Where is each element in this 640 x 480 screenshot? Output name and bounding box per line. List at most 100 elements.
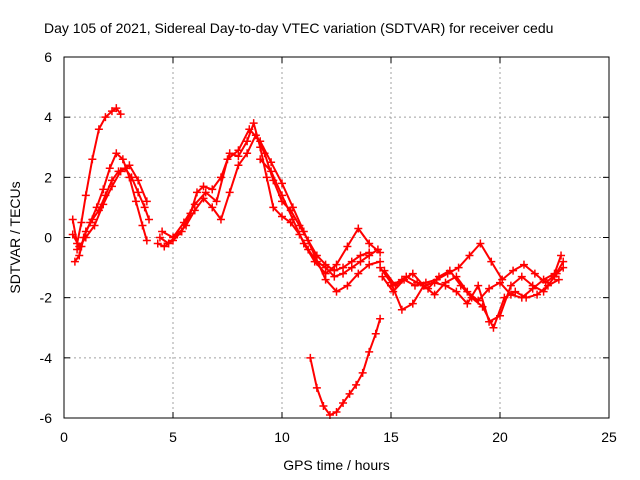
data-point	[509, 266, 518, 275]
series-arc-4	[68, 161, 151, 251]
y-tick-label: -2	[40, 290, 53, 306]
data-point	[138, 221, 147, 230]
data-point	[530, 269, 539, 278]
data-point	[500, 293, 509, 302]
data-point	[517, 272, 526, 281]
data-point	[223, 155, 232, 164]
data-point	[371, 329, 380, 338]
data-point	[559, 263, 568, 272]
data-point	[116, 110, 125, 119]
data-point	[441, 278, 450, 287]
data-point	[463, 287, 472, 296]
data-point	[496, 278, 504, 287]
data-point	[321, 269, 330, 278]
data-point	[155, 233, 164, 242]
data-point	[160, 242, 169, 251]
data-point	[485, 284, 494, 293]
data-point	[208, 203, 217, 212]
axis-ticks: 0 5 10 15 20 25 -6 -4 -2 0 2 4 6	[40, 49, 617, 445]
data-point	[380, 266, 389, 275]
data-point	[158, 227, 167, 236]
data-point	[365, 239, 374, 248]
data-point	[256, 155, 265, 164]
data-point	[312, 383, 321, 392]
data-point	[445, 266, 454, 275]
data-point	[212, 197, 221, 206]
x-tick-label: 0	[60, 429, 68, 445]
data-point	[179, 218, 188, 227]
y-tick-label: 0	[44, 230, 52, 246]
data-point	[112, 149, 121, 158]
data-point	[454, 263, 463, 272]
data-point	[387, 281, 395, 290]
x-tick-label: 25	[601, 429, 617, 445]
data-point	[101, 113, 110, 122]
data-point	[245, 125, 254, 134]
series-line	[381, 242, 565, 293]
data-point	[77, 218, 86, 227]
data-point	[234, 161, 243, 170]
x-tick-label: 15	[383, 429, 399, 445]
data-point	[463, 299, 472, 308]
data-point	[557, 251, 566, 260]
data-point	[81, 233, 90, 242]
data-point	[278, 191, 286, 200]
data-point	[343, 281, 352, 290]
data-point	[476, 239, 485, 248]
data-point	[70, 257, 79, 266]
data-point	[332, 407, 341, 416]
x-tick-label: 20	[492, 429, 508, 445]
y-tick-label: 2	[44, 169, 52, 185]
data-point	[278, 212, 286, 221]
data-point	[153, 239, 162, 248]
data-point	[378, 272, 387, 281]
data-point	[262, 173, 271, 182]
data-point	[511, 287, 520, 296]
data-point	[88, 215, 97, 224]
data-point	[142, 197, 151, 206]
series-arc-12	[387, 251, 566, 305]
series-arc-8	[256, 155, 385, 278]
data-point	[465, 251, 474, 260]
y-tick-label: 6	[44, 49, 52, 65]
data-point	[354, 224, 363, 233]
data-point	[131, 197, 140, 206]
data-point	[319, 401, 328, 410]
data-point	[288, 203, 297, 212]
data-point	[99, 185, 108, 194]
data-point	[419, 281, 428, 290]
data-point	[278, 179, 286, 188]
series-arc-1	[68, 104, 125, 248]
data-point	[216, 215, 225, 224]
data-point	[299, 239, 308, 248]
data-point	[142, 236, 151, 245]
data-point	[376, 314, 385, 323]
series-line	[71, 164, 148, 248]
series-arc-7	[158, 125, 385, 296]
data-point	[365, 248, 374, 257]
data-point	[107, 182, 116, 191]
data-point	[354, 269, 363, 278]
y-tick-label: -4	[40, 350, 53, 366]
data-point	[533, 290, 542, 299]
grid	[64, 57, 609, 418]
data-point	[134, 188, 143, 197]
data-point	[199, 182, 208, 191]
data-point	[190, 200, 199, 209]
data-point	[376, 248, 385, 257]
data-series	[68, 104, 568, 419]
data-point	[164, 239, 173, 248]
data-point	[539, 275, 548, 284]
data-point	[452, 272, 461, 281]
data-point	[267, 167, 276, 176]
data-point	[554, 275, 563, 284]
data-point	[90, 221, 99, 230]
data-point	[408, 299, 417, 308]
data-point	[192, 188, 201, 197]
data-point	[358, 368, 367, 377]
data-point	[249, 119, 258, 128]
data-point	[127, 173, 136, 182]
data-point	[116, 167, 125, 176]
data-point	[256, 137, 265, 146]
